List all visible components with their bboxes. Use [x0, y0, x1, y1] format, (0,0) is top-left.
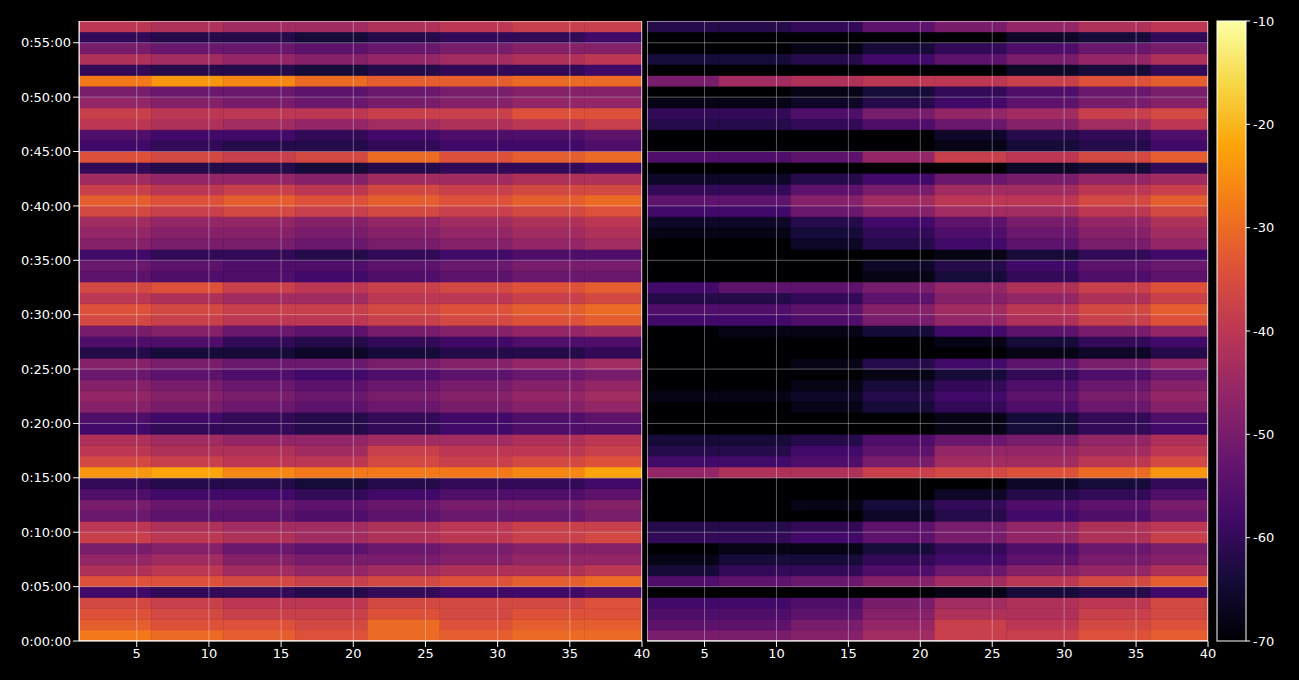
svg-text:0:30:00: 0:30:00: [21, 307, 71, 322]
svg-text:0:55:00: 0:55:00: [21, 35, 71, 50]
svg-text:0:05:00: 0:05:00: [21, 579, 71, 594]
svg-text:0:35:00: 0:35:00: [21, 253, 71, 268]
svg-text:0:15:00: 0:15:00: [21, 470, 71, 485]
svg-text:25: 25: [417, 646, 434, 661]
svg-text:10: 10: [201, 646, 218, 661]
svg-text:40: 40: [634, 646, 651, 661]
svg-text:20: 20: [912, 646, 929, 661]
svg-text:-50: -50: [1253, 427, 1274, 442]
svg-text:0:50:00: 0:50:00: [21, 90, 71, 105]
svg-text:-60: -60: [1253, 530, 1274, 545]
svg-text:25: 25: [984, 646, 1001, 661]
svg-text:0:20:00: 0:20:00: [21, 416, 71, 431]
svg-text:-40: -40: [1253, 324, 1274, 339]
svg-text:10: 10: [768, 646, 785, 661]
svg-text:-20: -20: [1253, 117, 1274, 132]
svg-text:40: 40: [1200, 646, 1217, 661]
svg-text:0:10:00: 0:10:00: [21, 525, 71, 540]
svg-text:20: 20: [345, 646, 362, 661]
svg-text:0:00:00: 0:00:00: [21, 634, 71, 649]
svg-text:35: 35: [562, 646, 579, 661]
svg-text:0:45:00: 0:45:00: [21, 144, 71, 159]
svg-text:5: 5: [700, 646, 708, 661]
svg-text:30: 30: [1056, 646, 1073, 661]
svg-text:-10: -10: [1253, 14, 1274, 29]
svg-text:-30: -30: [1253, 220, 1274, 235]
svg-text:0:25:00: 0:25:00: [21, 362, 71, 377]
svg-text:35: 35: [1128, 646, 1145, 661]
svg-text:15: 15: [840, 646, 857, 661]
svg-text:0:40:00: 0:40:00: [21, 199, 71, 214]
svg-text:15: 15: [273, 646, 290, 661]
svg-text:30: 30: [489, 646, 506, 661]
svg-text:-70: -70: [1253, 634, 1274, 649]
svg-text:5: 5: [133, 646, 141, 661]
